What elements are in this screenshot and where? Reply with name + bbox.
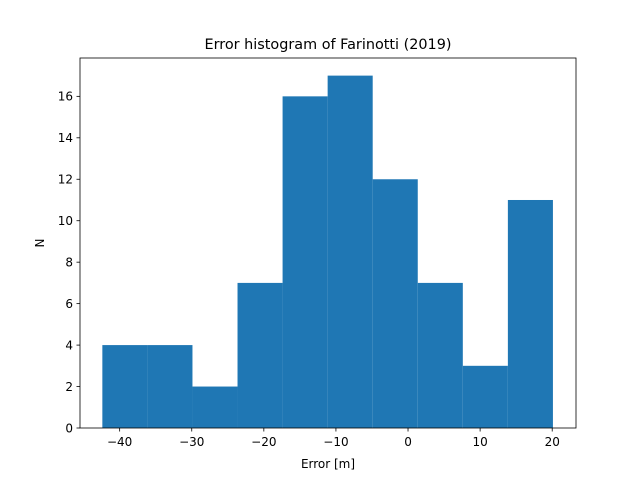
histogram-bar bbox=[147, 345, 193, 428]
y-axis-label: N bbox=[33, 239, 47, 248]
histogram-bar bbox=[462, 365, 508, 428]
x-tick-label: 10 bbox=[472, 435, 487, 449]
x-tick-label: 20 bbox=[545, 435, 560, 449]
histogram-bar bbox=[237, 282, 283, 428]
y-tick-label: 0 bbox=[65, 421, 73, 435]
histogram-bar bbox=[282, 96, 328, 428]
chart-title: Error histogram of Farinotti (2019) bbox=[205, 37, 452, 53]
x-tick-label: −40 bbox=[107, 435, 132, 449]
y-axis-ticks: 0 2 4 6 8 10 12 14 16 bbox=[58, 90, 80, 435]
y-tick-label: 10 bbox=[58, 214, 73, 228]
x-tick-label: 0 bbox=[404, 435, 412, 449]
x-tick-label: −30 bbox=[179, 435, 204, 449]
histogram-bar bbox=[192, 386, 238, 428]
histogram-bar bbox=[327, 75, 373, 428]
y-tick-label: 16 bbox=[58, 90, 73, 104]
y-tick-label: 8 bbox=[65, 255, 73, 269]
y-tick-label: 12 bbox=[58, 173, 73, 187]
y-tick-label: 6 bbox=[65, 297, 73, 311]
y-tick-label: 14 bbox=[58, 131, 73, 145]
x-tick-label: −20 bbox=[251, 435, 276, 449]
plot-frame bbox=[79, 57, 577, 429]
histogram-bar bbox=[102, 345, 148, 428]
y-tick-label: 2 bbox=[65, 380, 73, 394]
bars-group bbox=[102, 75, 553, 428]
x-tick-label: −10 bbox=[323, 435, 348, 449]
y-tick-label: 4 bbox=[65, 338, 73, 352]
histogram-bar bbox=[417, 282, 463, 428]
x-axis-label: Error [m] bbox=[301, 457, 355, 471]
x-axis-ticks: −40 −30 −20 −10 0 10 20 bbox=[107, 428, 560, 449]
histogram-bar bbox=[372, 179, 418, 428]
histogram-bar bbox=[507, 199, 553, 428]
